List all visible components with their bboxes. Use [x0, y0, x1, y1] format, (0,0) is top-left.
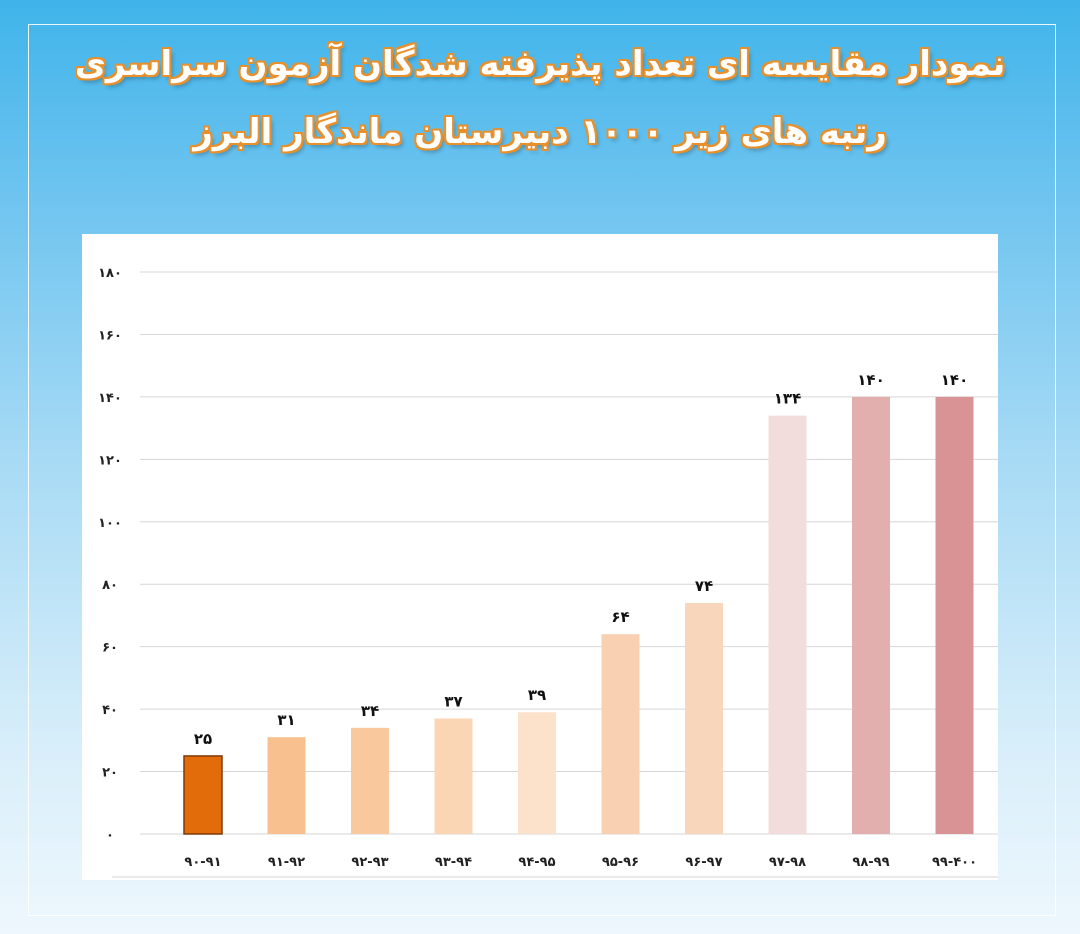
bar-value-label: ۶۴ — [611, 608, 629, 626]
y-tick-label: ۱۴۰ — [98, 391, 122, 406]
bar — [518, 712, 556, 834]
outer-frame — [28, 24, 1056, 916]
bar — [768, 415, 807, 834]
bar — [852, 396, 890, 834]
bar — [935, 396, 974, 834]
bar-value-label: ۳۱ — [277, 711, 295, 729]
bar — [351, 727, 389, 834]
y-tick-label: ۱۶۰ — [98, 328, 122, 343]
bar — [434, 718, 473, 834]
x-tick-label: ۹۶-۹۷ — [685, 855, 722, 870]
x-tick-label: ۹۰-۹۱ — [184, 855, 221, 870]
bar-value-label: ۱۳۴ — [774, 390, 801, 408]
bar-value-label: ۲۵ — [194, 730, 212, 748]
bar — [183, 755, 223, 835]
bar-value-label: ۷۴ — [695, 577, 713, 595]
bar — [685, 602, 723, 834]
bar — [601, 634, 640, 834]
y-tick-label: ۲۰ — [102, 766, 118, 781]
bar-value-label: ۳۷ — [444, 692, 462, 710]
bar — [267, 737, 306, 834]
y-tick-label: ۱۸۰ — [98, 266, 122, 281]
bar-value-label: ۳۹ — [528, 686, 546, 704]
y-tick-label: ۶۰ — [102, 641, 118, 656]
bar-value-label: ۳۴ — [361, 702, 379, 720]
x-tick-label: ۹۹-۴۰۰ — [932, 855, 977, 870]
y-tick-label: ۱۰۰ — [98, 516, 122, 531]
chart-title-line-2: رتبه های زیر ۱۰۰۰ دبیرستان ماندگار البرز — [193, 112, 887, 152]
bar-chart: ۰ ۲۰ ۴۰ ۶۰ ۸۰ ۱۰۰ ۱۲۰ ۱۴۰ ۱۶۰ ۱۸۰ ۲۵ ۹۰-۹۱ ۳۱ ۹۱-۹۲ ۳۴… — [98, 266, 998, 878]
x-tick-label: ۹۴-۹۵ — [518, 855, 555, 870]
y-tick-label: ۸۰ — [102, 578, 118, 593]
y-tick-label: ۴۰ — [102, 703, 118, 718]
plot-area: ۰ ۲۰ ۴۰ ۶۰ ۸۰ ۱۰۰ ۱۲۰ ۱۴۰ ۱۶۰ ۱۸۰ ۲۵ ۹۰-۹۱ ۳۱ ۹۱-۹۲ ۳۴… — [82, 234, 998, 880]
x-tick-label: ۹۷-۹۸ — [769, 855, 806, 870]
x-tick-label: ۹۲-۹۳ — [351, 855, 388, 870]
bar-value-label: ۱۴۰ — [857, 371, 884, 389]
y-tick-label: ۱۲۰ — [98, 453, 122, 468]
chart-title-line-1: نمودار مقایسه ای تعداد پذیرفته شدگان آزم… — [74, 44, 1006, 84]
bar-value-label: ۱۴۰ — [941, 371, 968, 389]
x-tick-label: ۹۵-۹۶ — [602, 855, 639, 870]
x-tick-label: ۹۳-۹۴ — [435, 855, 472, 870]
x-tick-label: ۹۸-۹۹ — [852, 855, 889, 870]
y-tick-label: ۰ — [106, 828, 114, 843]
x-tick-label: ۹۱-۹۲ — [268, 855, 305, 870]
